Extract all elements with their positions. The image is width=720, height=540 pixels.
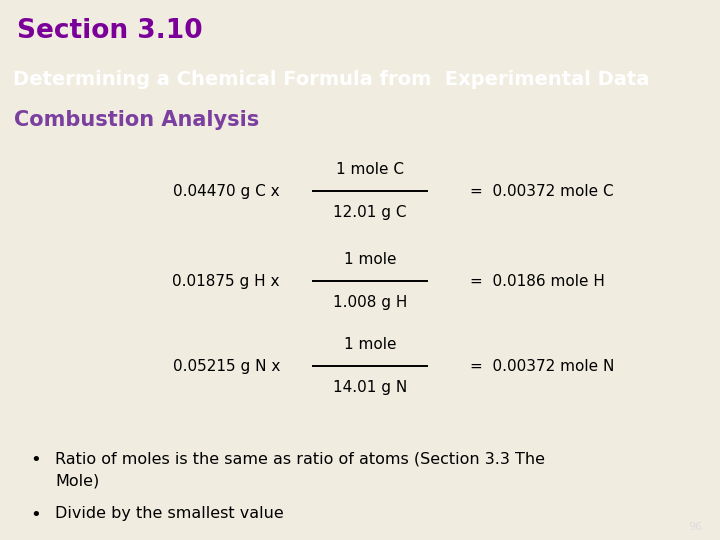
Text: =  0.0186 mole H: = 0.0186 mole H <box>470 274 605 288</box>
Text: 12.01 g C: 12.01 g C <box>333 205 407 220</box>
Text: Section 3.10: Section 3.10 <box>17 18 203 44</box>
Text: Combustion Analysis: Combustion Analysis <box>14 110 259 130</box>
Text: =  0.00372 mole N: = 0.00372 mole N <box>470 359 614 374</box>
Text: •: • <box>30 506 41 524</box>
Text: Divide by the smallest value: Divide by the smallest value <box>55 506 284 521</box>
Text: Mole): Mole) <box>55 473 99 488</box>
Text: 1 mole: 1 mole <box>343 337 396 352</box>
Text: 0.01875 g H x: 0.01875 g H x <box>173 274 280 288</box>
Text: 1 mole: 1 mole <box>343 252 396 267</box>
Text: 0.04470 g C x: 0.04470 g C x <box>174 184 280 199</box>
Text: 0.05215 g N x: 0.05215 g N x <box>173 359 280 374</box>
Text: 96: 96 <box>688 522 702 532</box>
Text: Determining a Chemical Formula from  Experimental Data: Determining a Chemical Formula from Expe… <box>13 70 649 89</box>
Text: 1.008 g H: 1.008 g H <box>333 295 408 310</box>
Text: Ratio of moles is the same as ratio of atoms (Section 3.3 The: Ratio of moles is the same as ratio of a… <box>55 451 545 466</box>
Text: •: • <box>30 451 41 469</box>
Text: =  0.00372 mole C: = 0.00372 mole C <box>470 184 613 199</box>
Text: 14.01 g N: 14.01 g N <box>333 380 407 395</box>
Text: 1 mole C: 1 mole C <box>336 162 404 177</box>
